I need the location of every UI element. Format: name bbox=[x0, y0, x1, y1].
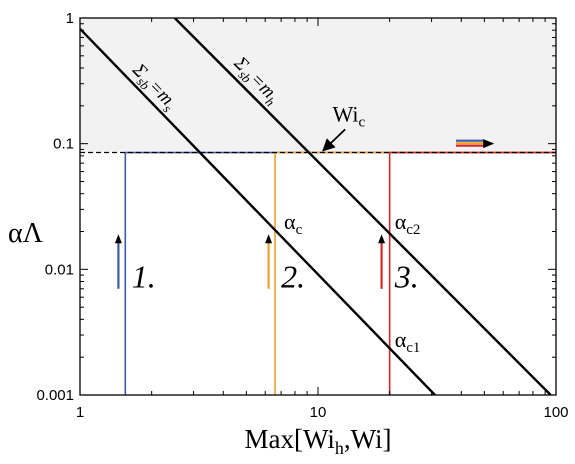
axis-ticks: 1 10 100 0.001 0.01 0.1 1 bbox=[36, 10, 568, 421]
series-line-1 bbox=[124, 151, 556, 395]
series-label-3: 3. bbox=[394, 258, 419, 294]
annotation-arrow-1 bbox=[322, 128, 346, 152]
shaded-region bbox=[80, 18, 556, 153]
top-arrow-head bbox=[483, 139, 495, 149]
annotation-1: Wic bbox=[332, 102, 365, 131]
y-axis-label: αΛ bbox=[8, 218, 44, 249]
series-arrow-head-3 bbox=[378, 234, 386, 244]
series-arrow-head-1 bbox=[114, 234, 122, 244]
series-label-2: 2. bbox=[281, 258, 305, 294]
x-axis-label: Max[Wih,Wi] bbox=[244, 424, 391, 458]
annotation-2: αc bbox=[284, 209, 303, 238]
x-tick-label: 1 bbox=[76, 404, 84, 421]
x-tick-label: 10 bbox=[310, 404, 327, 421]
annotation-3: αc2 bbox=[395, 209, 421, 238]
series-label-1: 1. bbox=[132, 258, 156, 294]
diagonal-line-2 bbox=[173, 18, 552, 395]
y-tick-label: 1 bbox=[66, 10, 74, 27]
diagonal-line-1 bbox=[80, 27, 436, 395]
annotation-4: αc1 bbox=[395, 327, 421, 356]
series-arrow-head-2 bbox=[265, 234, 273, 244]
y-tick-label: 0.001 bbox=[36, 387, 74, 404]
y-tick-label: 0.01 bbox=[45, 261, 74, 278]
x-tick-label: 100 bbox=[543, 404, 568, 421]
y-tick-label: 0.1 bbox=[53, 136, 74, 153]
